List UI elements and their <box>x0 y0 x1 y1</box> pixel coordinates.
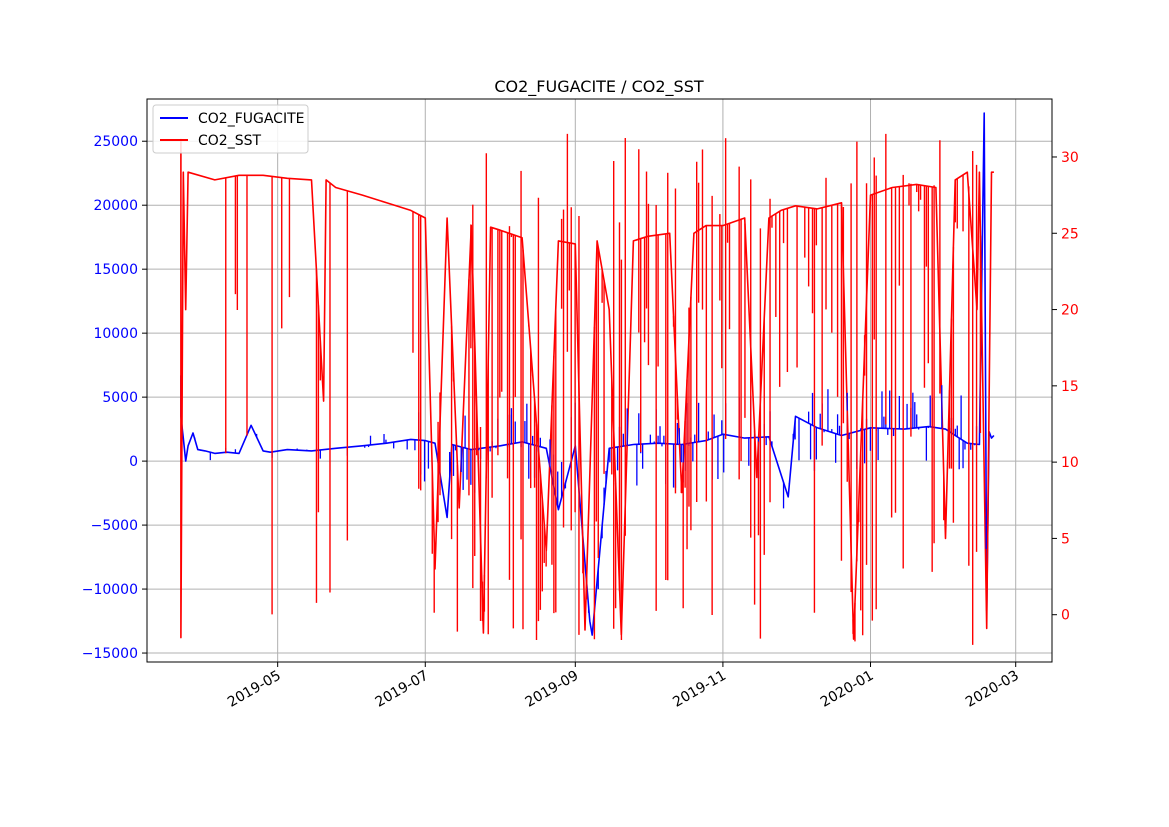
spikes-co2-fugacite <box>194 119 987 613</box>
plot-frame <box>146 98 1053 663</box>
spikes-co2-sst <box>225 133 982 645</box>
y-left-tick-label: 25000 <box>93 134 138 150</box>
y-right-tick-label: 15 <box>1061 379 1079 395</box>
legend-label-co2-sst: CO2_SST <box>198 133 261 149</box>
y-left-tick-label: −10000 <box>82 582 138 598</box>
y-right-tick-label: 0 <box>1061 608 1070 624</box>
line-co2-sst <box>180 138 994 640</box>
y-left-tick-label: 15000 <box>93 262 138 278</box>
series-co2-sst <box>180 138 994 640</box>
y-axis-right: 0 5 10 15 20 25 30 <box>1052 150 1079 624</box>
y-right-tick-label: 10 <box>1061 455 1079 471</box>
y-axis-left: −15000 −10000 −5000 0 5000 10000 15000 20000 250… <box>82 134 147 662</box>
y-right-tick-label: 20 <box>1061 303 1079 319</box>
y-left-tick-label: 0 <box>129 454 138 470</box>
y-left-tick-label: 10000 <box>93 326 138 342</box>
y-right-tick-label: 5 <box>1061 531 1070 547</box>
x-tick-label: 2019-11 <box>670 668 729 711</box>
y-left-tick-label: −15000 <box>82 646 138 662</box>
y-left-tick-label: 5000 <box>102 390 138 406</box>
y-left-tick-label: −5000 <box>91 518 138 534</box>
y-right-tick-label: 25 <box>1061 226 1079 242</box>
x-tick-label: 2020-03 <box>963 668 1022 711</box>
x-tick-label: 2019-09 <box>523 668 582 711</box>
gridlines <box>147 99 1052 662</box>
y-left-tick-label: 20000 <box>93 198 138 214</box>
x-tick-label: 2019-05 <box>225 668 284 711</box>
legend-label-co2-fugacite: CO2_FUGACITE <box>198 111 304 127</box>
x-tick-label: 2020-01 <box>818 668 877 711</box>
y-right-tick-label: 30 <box>1061 150 1079 166</box>
x-tick-label: 2019-07 <box>373 668 432 711</box>
legend: CO2_FUGACITE CO2_SST <box>152 104 309 154</box>
x-axis: 2019-05 2019-07 2019-09 2019-11 2020-01 2020-… <box>225 662 1022 711</box>
legend-box <box>152 104 309 154</box>
chart-title: CO2_FUGACITE / CO2_SST <box>494 77 704 97</box>
